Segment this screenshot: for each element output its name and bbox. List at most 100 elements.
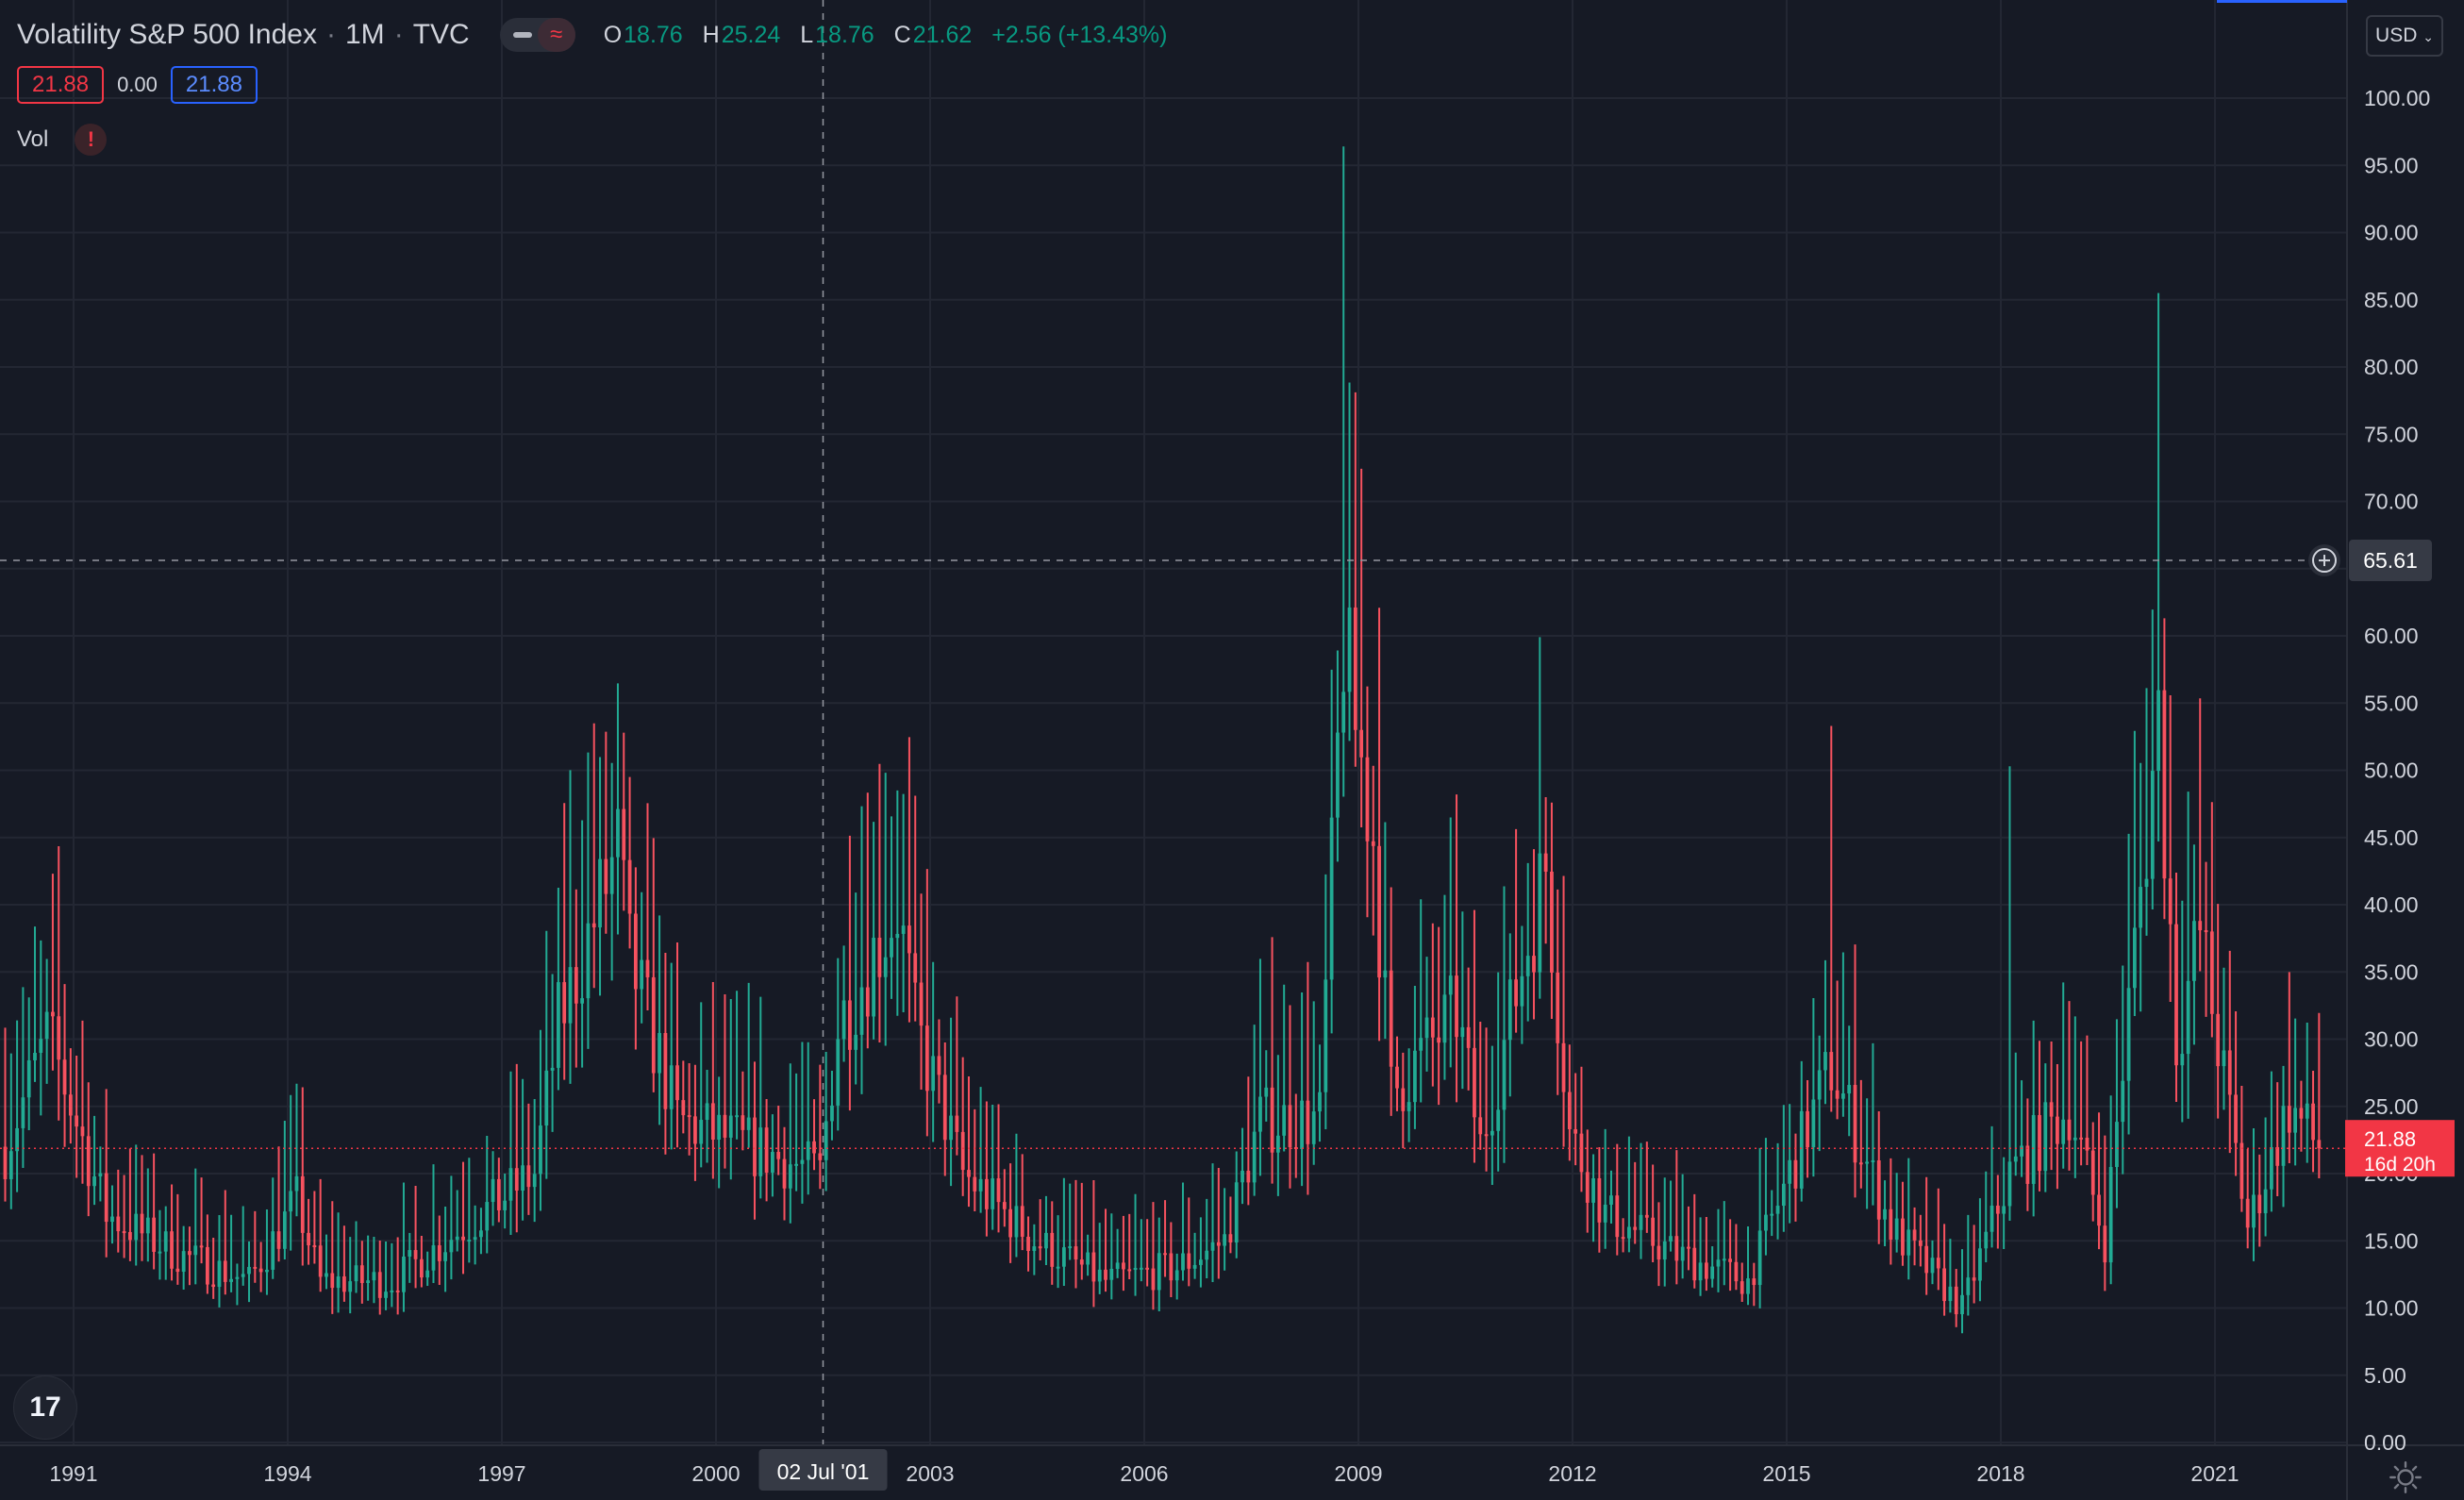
last-price-label-bg (2345, 1120, 2455, 1177)
candle-body (342, 1276, 346, 1292)
candle-body (181, 1251, 186, 1273)
candle-body (1936, 1258, 1940, 1269)
candle-body (1966, 1277, 1971, 1295)
candle-body (1086, 1252, 1090, 1265)
candle-body (1038, 1246, 1042, 1249)
candle-body (568, 967, 573, 1024)
symbol-legend: Volatility S&P 500 Index · 1M · TVC ≈ O1… (17, 13, 1169, 57)
sell-price-button[interactable]: 21.88 (17, 66, 105, 104)
candle-body (1437, 1037, 1441, 1043)
candle-body (604, 858, 608, 894)
price-tick-label: 50.00 (2364, 758, 2419, 783)
candle-body (1205, 1250, 1209, 1260)
candle-body (2287, 1106, 2291, 1133)
candle-body (1109, 1268, 1114, 1280)
candle-body (1466, 1026, 1471, 1048)
low-value: 18.76 (815, 21, 874, 48)
tradingview-logo-icon[interactable]: 17 (13, 1375, 77, 1440)
candle-body (170, 1231, 174, 1269)
plus-circle-icon[interactable] (2308, 544, 2340, 577)
visibility-toggle[interactable]: ≈ (499, 18, 575, 52)
candle-body (1698, 1262, 1703, 1281)
candle-body (1442, 994, 1447, 1043)
candle-body (253, 1266, 258, 1269)
change-value: +2.56 (+13.43%) (991, 21, 1168, 48)
candle-body (973, 1176, 977, 1192)
candle-body (841, 1000, 846, 1040)
candle-body (26, 1059, 31, 1098)
candle-body (1478, 1117, 1483, 1135)
candle-body (2222, 1050, 2226, 1067)
candle-body (1704, 1262, 1708, 1279)
symbol-name[interactable]: Volatility S&P 500 Index (17, 19, 317, 50)
candle-body (1894, 1218, 1899, 1240)
candle-body (2013, 1156, 2018, 1162)
candle-body (294, 1175, 299, 1192)
candle-body (390, 1290, 394, 1292)
candle-body (1199, 1259, 1203, 1265)
candle-body (924, 1025, 929, 1092)
candle-body (1883, 1208, 1887, 1220)
price-tick-label: 0.00 (2364, 1430, 2406, 1455)
candle-body (2275, 1146, 2280, 1166)
candle-body (2186, 980, 2190, 1055)
volume-label[interactable]: Vol (17, 126, 49, 152)
high-label: H (702, 21, 720, 48)
candle-body (1734, 1261, 1739, 1282)
candle-body (2103, 1225, 2107, 1263)
candle-body (1924, 1245, 1929, 1274)
candle-body (2311, 1103, 2315, 1141)
warning-icon[interactable]: ! (75, 124, 108, 156)
candle-body (116, 1216, 121, 1232)
candle-body (491, 1178, 495, 1203)
interval-label[interactable]: 1M (345, 19, 385, 50)
currency-dropdown[interactable]: USD ⌄ (2366, 15, 2443, 57)
candle-body (1014, 1206, 1019, 1238)
price-tick-label: 5.00 (2364, 1363, 2406, 1388)
candle-body (633, 913, 638, 990)
candle-body (1990, 1205, 1994, 1232)
candle-body (1615, 1195, 1620, 1238)
minus-icon (512, 32, 532, 38)
candle-body (1858, 1162, 1863, 1165)
candle-body (1662, 1241, 1667, 1260)
candle-body (188, 1251, 191, 1256)
candle-body (2180, 1054, 2185, 1066)
price-tick-label: 60.00 (2364, 624, 2419, 648)
candle-body (550, 1067, 555, 1071)
candle-body (2293, 1108, 2298, 1133)
candle-body (753, 1117, 757, 1176)
crosshair-date-label-bg (758, 1449, 888, 1491)
candle-body (1347, 607, 1352, 692)
candle-body (1223, 1234, 1227, 1246)
candle-body (1871, 1159, 1875, 1162)
close-label: C (893, 21, 911, 48)
candle-body (289, 1191, 293, 1212)
exchange-label[interactable]: TVC (412, 19, 470, 50)
candle-body (978, 1178, 983, 1192)
candle-body (1377, 845, 1381, 978)
candle-body (348, 1281, 353, 1292)
candle-body (175, 1268, 180, 1273)
candle-body (1074, 1246, 1078, 1260)
separator-dot: · (326, 19, 336, 50)
candle-body (1579, 1133, 1584, 1173)
candle-body (92, 1176, 96, 1187)
candle-body (741, 1115, 745, 1130)
candle-body (479, 1230, 483, 1238)
candle-body (1972, 1277, 1976, 1281)
candle-body (1389, 970, 1393, 1067)
candle-body (782, 1158, 787, 1189)
gear-icon[interactable] (2389, 1460, 2422, 1494)
buy-price-button[interactable]: 21.88 (170, 66, 258, 104)
candle-body (539, 1125, 542, 1175)
candle-body (622, 808, 626, 860)
candle-body (1752, 1278, 1756, 1286)
candle-body (1948, 1286, 1953, 1302)
candle-body (1716, 1259, 1721, 1267)
candle-body (746, 1117, 751, 1130)
crosshair-price-label: 65.61 (2363, 548, 2418, 573)
candle-body (1336, 732, 1340, 818)
candle-body (2079, 1137, 2084, 1140)
